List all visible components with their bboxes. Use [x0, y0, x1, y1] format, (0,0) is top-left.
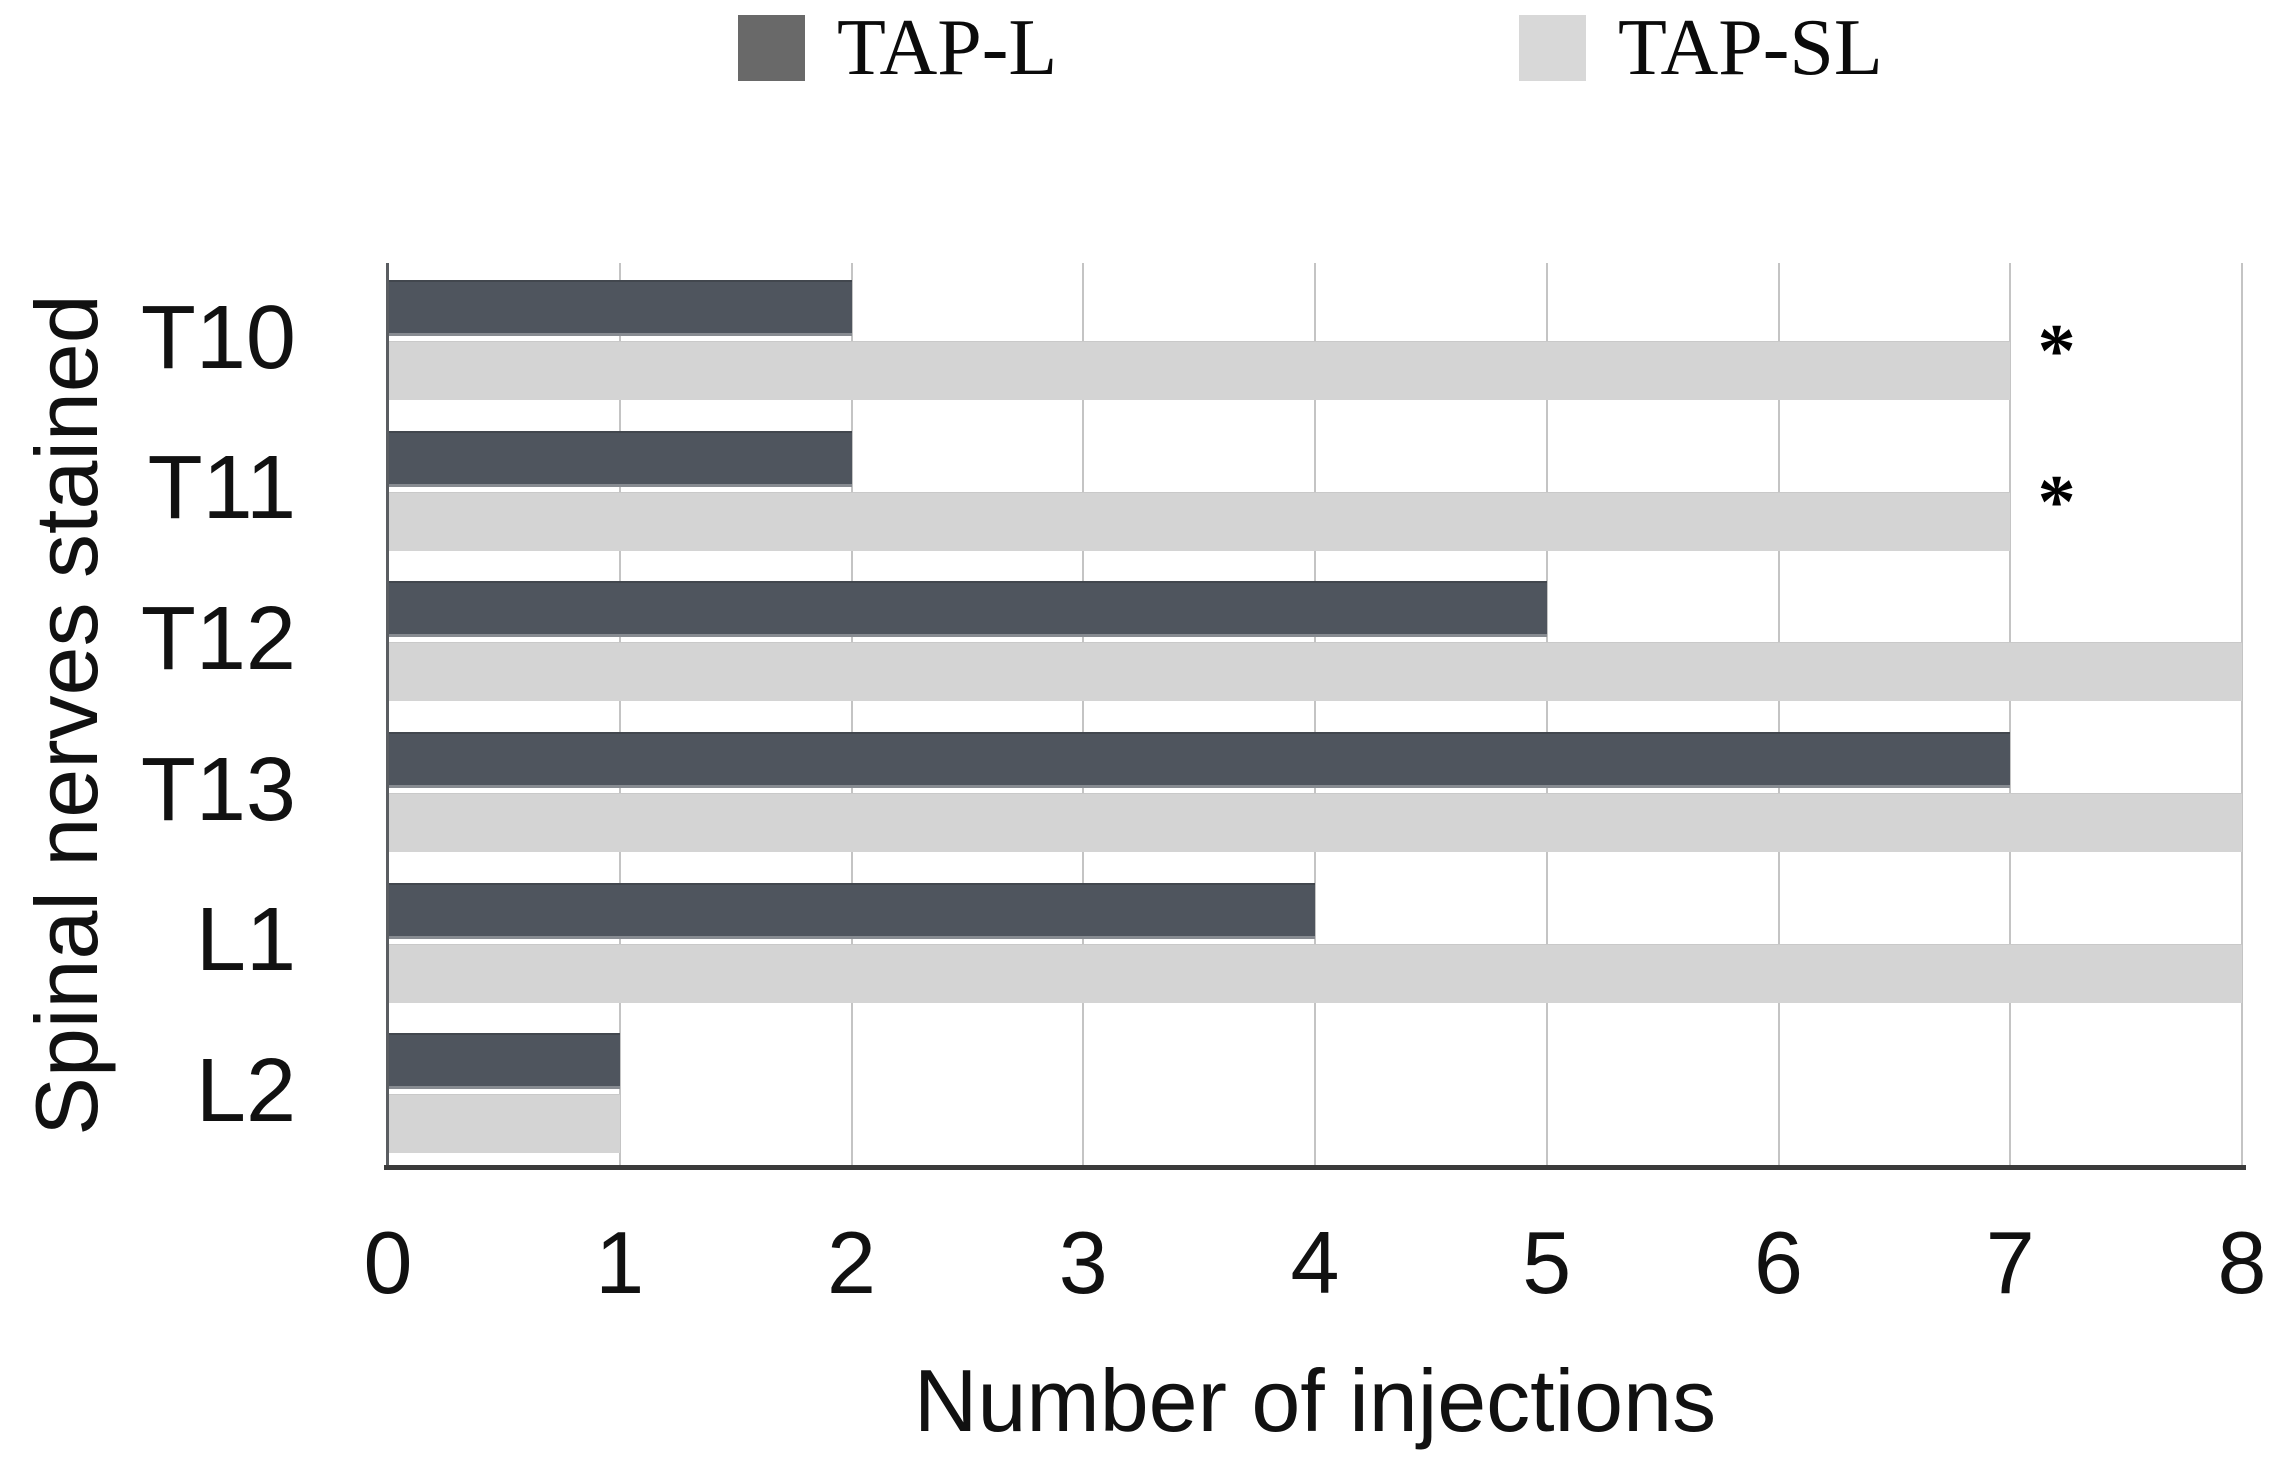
- bar-tap-l-t13: [388, 732, 2011, 788]
- y-axis-line: [386, 263, 389, 1167]
- bar-tap-sl-t11: [388, 491, 2011, 551]
- bar-row-t10: *: [388, 263, 2242, 414]
- gridline-x7: [2009, 263, 2012, 1167]
- bar-tap-l-l1: [388, 882, 1315, 939]
- gridline-x5: [1545, 263, 1548, 1167]
- bar-tap-sl-t13: [388, 793, 2242, 852]
- bar-row-t13: [388, 715, 2242, 866]
- plot-area: * *: [388, 263, 2243, 1167]
- category-label-t11: T11: [147, 438, 296, 539]
- bar-tap-sl-t10: [388, 341, 2011, 400]
- bar-tap-sl-t12: [388, 642, 2242, 702]
- bar-tap-sl-l1: [388, 943, 2242, 1003]
- legend-label-tap-l: TAP-L: [837, 4, 1058, 92]
- bar-row-t12: [388, 564, 2242, 715]
- legend-label-tap-sl: TAP-SL: [1618, 4, 1883, 92]
- bar-row-t11: *: [388, 414, 2242, 565]
- bar-tap-sl-l2: [388, 1094, 620, 1154]
- category-label-t13: T13: [140, 739, 296, 840]
- bar-tap-l-t12: [388, 581, 1547, 638]
- bar-tap-l-t11: [388, 430, 852, 487]
- gridline-x4: [1314, 263, 1316, 1167]
- bar-row-l2: [388, 1016, 2242, 1167]
- x-tick-label-2: 2: [827, 1213, 876, 1312]
- legend-swatch-tap-l: [738, 15, 805, 81]
- gridline-x2: [850, 263, 853, 1167]
- legend-swatch-tap-sl: [1519, 15, 1586, 81]
- gridline-x8: [2241, 263, 2243, 1167]
- category-label-l2: L2: [195, 1041, 296, 1142]
- gridline-x6: [1777, 263, 1780, 1167]
- x-tick-label-7: 7: [1985, 1213, 2035, 1312]
- x-axis-title: Number of injections: [913, 1351, 1717, 1450]
- category-label-t10: T10: [140, 287, 296, 388]
- category-label-t12: T12: [140, 589, 296, 690]
- x-tick-label-5: 5: [1522, 1213, 1572, 1312]
- x-tick-label-1: 1: [595, 1213, 645, 1312]
- category-label-l1: L1: [195, 890, 296, 991]
- category-label-gutter: T10 T11 T12 T13 L1 L2: [0, 263, 388, 1167]
- x-tick-label-8: 8: [2217, 1213, 2267, 1312]
- bar-row-l1: [388, 866, 2242, 1017]
- x-tick-labels: 0 1 2 3 4 5 6 7 8: [364, 1212, 2267, 1312]
- significance-asterisk-t10: *: [2037, 309, 2076, 393]
- x-tick-label-0: 0: [363, 1213, 413, 1312]
- x-axis-line: [384, 1165, 2246, 1170]
- x-tick-label-6: 6: [1754, 1213, 1803, 1312]
- significance-asterisk-t11: *: [2037, 459, 2076, 544]
- legend-item-tap-sl: TAP-SL: [1519, 4, 1883, 92]
- x-tick-label-3: 3: [1058, 1213, 1108, 1312]
- x-tick-label-4: 4: [1290, 1213, 1340, 1312]
- bar-tap-l-l2: [388, 1033, 620, 1090]
- legend-item-tap-l: TAP-L: [738, 4, 1058, 92]
- gridline-x1: [618, 263, 621, 1167]
- bar-tap-l-t10: [388, 280, 852, 336]
- gridline-x3: [1082, 263, 1085, 1167]
